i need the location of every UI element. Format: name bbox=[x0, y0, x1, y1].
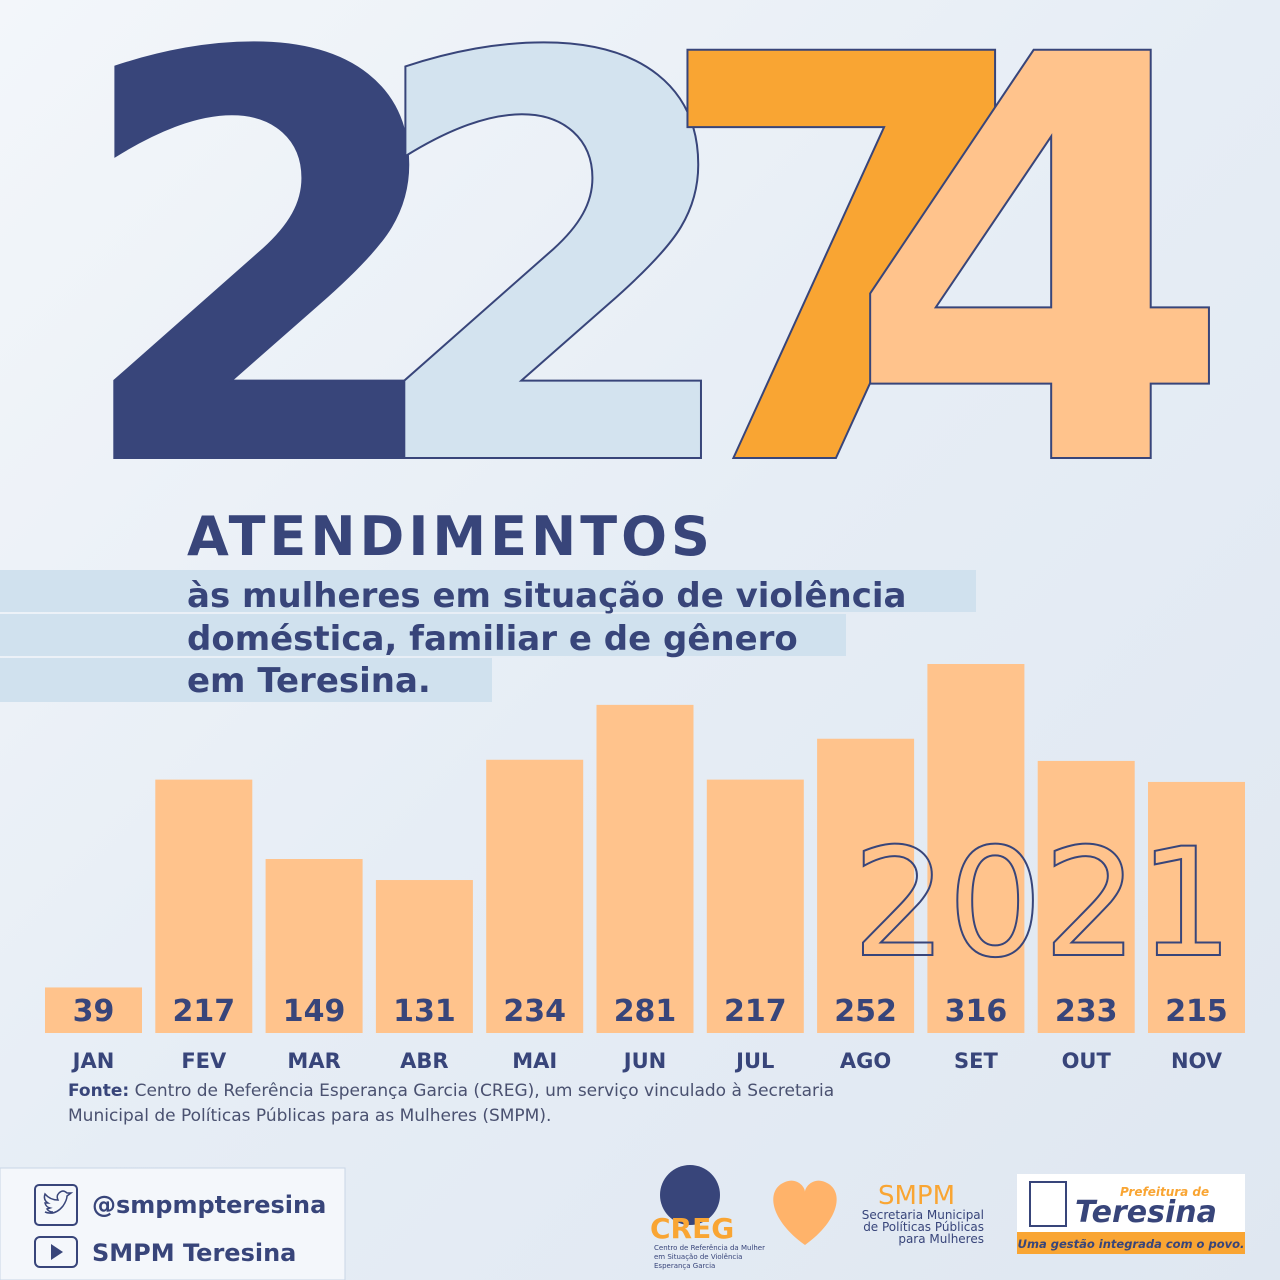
bar bbox=[265, 859, 363, 1033]
bar bbox=[155, 779, 253, 1033]
subtitle: em Teresina. bbox=[187, 661, 431, 701]
x-tick-label: OUT bbox=[1062, 1049, 1112, 1073]
prefeitura-name: Teresina bbox=[1075, 1195, 1217, 1230]
creg-sub: Centro de Referência da Mulher bbox=[654, 1244, 765, 1252]
big-number: 2274 bbox=[70, 0, 1235, 591]
highlight-band bbox=[0, 570, 976, 612]
smpm-sub: Secretaria Municipal bbox=[862, 1208, 984, 1222]
value-label: 316 bbox=[945, 994, 1008, 1029]
creg-logo: CREG bbox=[650, 1212, 734, 1245]
subtitle: às mulheres em situação de violência bbox=[187, 576, 906, 616]
digit: 7 bbox=[650, 0, 1040, 591]
source-text: Municipal de Políticas Públicas para as … bbox=[68, 1106, 551, 1126]
twitter-handle[interactable]: @smpmpteresina bbox=[92, 1191, 326, 1219]
x-tick-label: SET bbox=[954, 1049, 998, 1073]
x-tick-label: MAR bbox=[287, 1049, 340, 1073]
value-label: 39 bbox=[73, 994, 115, 1029]
value-label: 131 bbox=[393, 994, 456, 1029]
smpm-logo: SMPM bbox=[878, 1181, 955, 1211]
value-label: 252 bbox=[834, 994, 897, 1029]
bar bbox=[817, 738, 915, 1033]
subtitle: doméstica, familiar e de gênero bbox=[187, 619, 798, 659]
digit: 2 bbox=[360, 0, 750, 591]
x-tick-label: JUN bbox=[622, 1049, 666, 1073]
value-label: 233 bbox=[1055, 994, 1118, 1029]
bar bbox=[706, 779, 804, 1033]
value-label: 234 bbox=[503, 994, 566, 1029]
creg-emblem bbox=[660, 1165, 720, 1225]
source-label: Fonte: bbox=[68, 1081, 129, 1101]
bar bbox=[45, 987, 142, 1033]
value-label: 217 bbox=[724, 994, 787, 1029]
smpm-sub: de Políticas Públicas bbox=[863, 1220, 984, 1234]
x-tick-label: AGO bbox=[840, 1049, 891, 1073]
youtube-icon bbox=[34, 1236, 78, 1268]
youtube-play bbox=[51, 1244, 63, 1260]
value-label: 215 bbox=[1165, 994, 1228, 1029]
x-tick-label: NOV bbox=[1171, 1049, 1223, 1073]
headline-word: ATENDIMENTOS bbox=[187, 505, 714, 568]
smpm-sub: para Mulheres bbox=[898, 1232, 984, 1246]
digit: 4 bbox=[845, 0, 1235, 591]
highlight-band bbox=[0, 658, 492, 702]
x-tick-label: JAN bbox=[71, 1049, 115, 1073]
creg-sub: em Situação de Violência bbox=[654, 1253, 742, 1261]
bar bbox=[486, 759, 584, 1033]
digit: 2 bbox=[70, 0, 460, 591]
twitter-bird bbox=[43, 1190, 74, 1214]
value-label: 281 bbox=[614, 994, 677, 1029]
x-tick-label: FEV bbox=[181, 1049, 227, 1073]
bar bbox=[1148, 781, 1245, 1033]
year: 2021 bbox=[852, 817, 1234, 991]
x-tick-label: JUL bbox=[734, 1049, 774, 1073]
source: Fonte: Centro de Referência Esperança Ga… bbox=[68, 1081, 834, 1101]
coat-of-arms bbox=[1029, 1181, 1067, 1227]
highlight-band bbox=[0, 614, 846, 656]
bar bbox=[1037, 760, 1135, 1033]
value-label: 217 bbox=[172, 994, 235, 1029]
x-tick-label: ABR bbox=[400, 1049, 448, 1073]
source-text: Centro de Referência Esperança Garcia (C… bbox=[135, 1081, 835, 1101]
prefeitura-band bbox=[1017, 1232, 1245, 1254]
bar bbox=[596, 704, 694, 1033]
creg-sub: Esperança Garcia bbox=[654, 1262, 715, 1270]
bar bbox=[375, 880, 473, 1033]
prefeitura-tagline: Uma gestão integrada com o povo. bbox=[1018, 1237, 1245, 1251]
heart bbox=[773, 1180, 837, 1245]
value-label: 149 bbox=[283, 994, 346, 1029]
x-tick-label: MAI bbox=[512, 1049, 557, 1073]
twitter-icon bbox=[34, 1184, 78, 1226]
youtube-handle[interactable]: SMPM Teresina bbox=[92, 1239, 296, 1267]
bar bbox=[927, 664, 1025, 1033]
prefeitura-small: Prefeitura de bbox=[1120, 1185, 1209, 1199]
